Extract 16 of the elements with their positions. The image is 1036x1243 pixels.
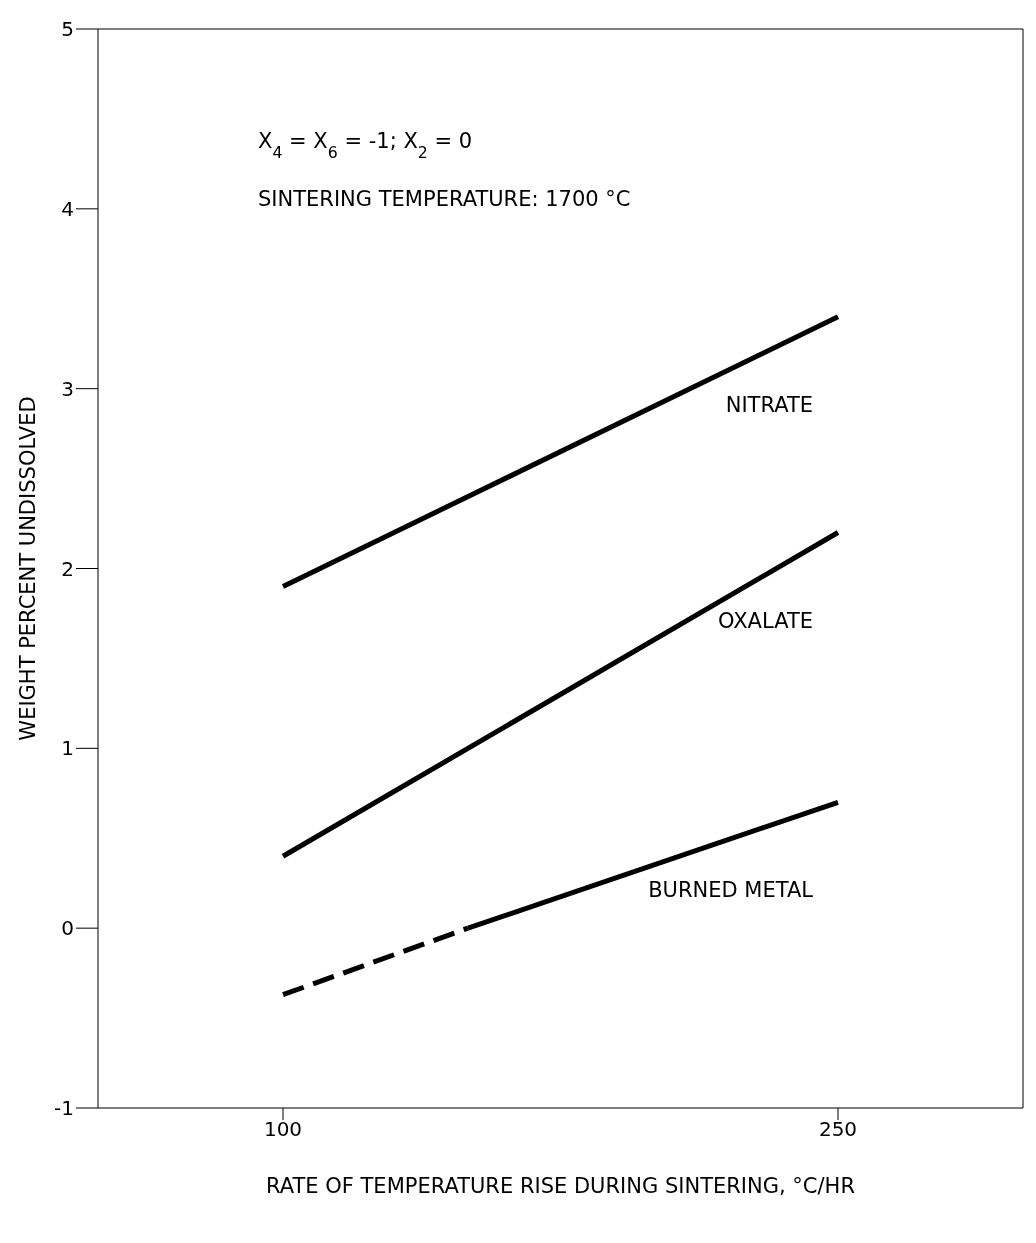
- y-tick-label: 3: [61, 376, 74, 401]
- y-tick-label: 2: [61, 556, 74, 581]
- series-label: BURNED METAL: [648, 878, 814, 903]
- y-tick-label: 1: [61, 736, 74, 761]
- x-tick-label: 100: [263, 1117, 303, 1142]
- annotation: X$_{4}$ = X$_{6}$ = -1; X$_{2}$ = 0: [258, 129, 473, 162]
- x-tick-label: 250: [818, 1117, 858, 1142]
- y-tick-label: -1: [54, 1096, 74, 1121]
- y-tick-label: 0: [61, 916, 74, 941]
- x-axis-title: RATE OF TEMPERATURE RISE DURING SINTERING, °C/HR: [266, 1174, 855, 1198]
- y-tick-label: 5: [61, 17, 74, 42]
- y-axis-title: WEIGHT PERCENT UNDISSOLVED: [16, 396, 41, 741]
- y-tick-label: 4: [61, 196, 74, 221]
- series-label: NITRATE: [725, 392, 813, 417]
- annotation: SINTERING TEMPERATURE: 1700 °C: [258, 187, 631, 211]
- series-label: OXALATE: [718, 608, 813, 633]
